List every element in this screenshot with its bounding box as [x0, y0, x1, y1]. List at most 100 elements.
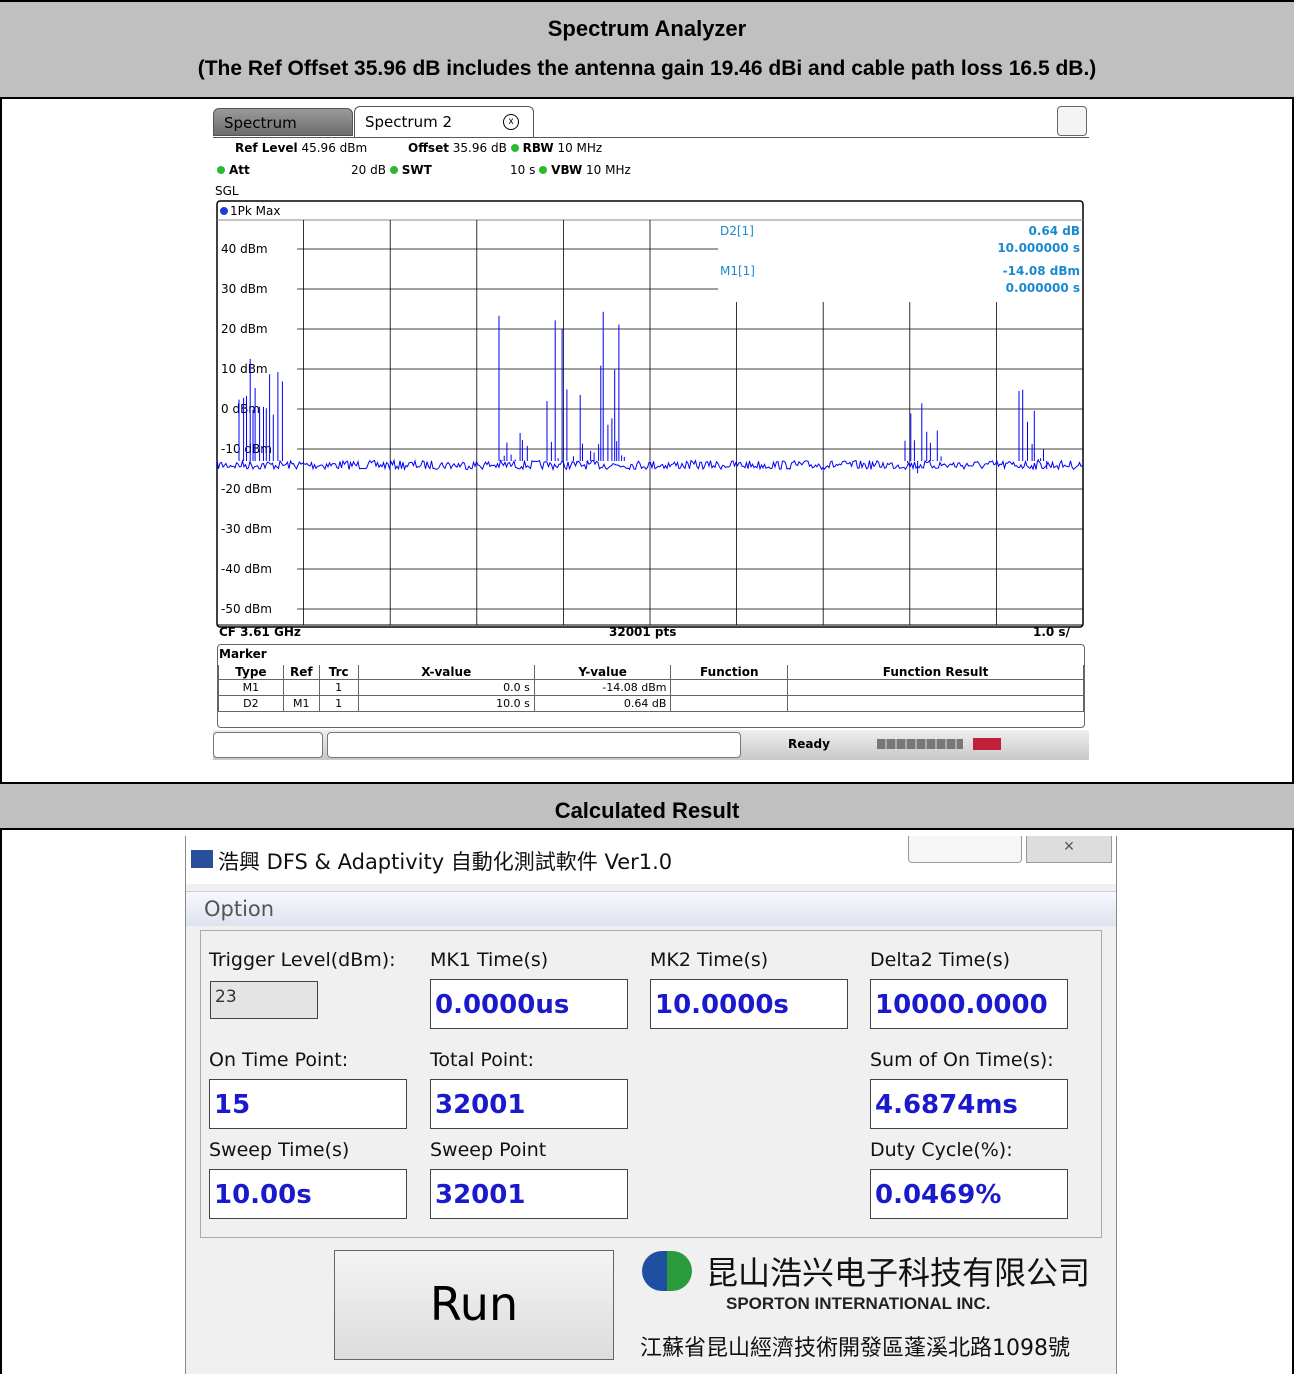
- field-value: 0.0469%: [870, 1169, 1068, 1219]
- field-value: 10.0000s: [650, 979, 848, 1029]
- status: Ready: [788, 737, 830, 751]
- company-en: SPORTON INTERNATIONAL INC.: [726, 1294, 991, 1313]
- cell: 1: [318, 679, 359, 696]
- column-header: Function Result: [787, 665, 1084, 680]
- field-value: 23: [210, 981, 318, 1019]
- sweep-points: 32001 pts: [609, 625, 677, 639]
- marker-row: D2 M1 1 10.0 s 0.64 dB: [218, 695, 1084, 712]
- readout-value: 0.64 dB: [1028, 224, 1080, 238]
- field-label: Trigger Level(dBm):: [209, 949, 396, 971]
- status-field: [213, 732, 323, 758]
- trace-spikes: [238, 311, 1048, 474]
- setting-value: 20 dB: [351, 163, 386, 177]
- cell: 10.0 s: [357, 695, 535, 712]
- setting-label: SWT: [401, 163, 432, 177]
- column-header: Ref: [282, 665, 320, 680]
- header-title: Spectrum Analyzer: [547, 16, 747, 41]
- window-buttons[interactable]: [908, 836, 1022, 863]
- center-frequency: CF 3.61 GHz: [219, 625, 301, 639]
- sweep-mode: SGL: [215, 184, 239, 198]
- field-value: 15: [209, 1079, 407, 1129]
- cell: [787, 695, 1084, 712]
- cell: M1: [218, 679, 284, 696]
- field-value: 10.00s: [209, 1169, 407, 1219]
- column-header: Function: [670, 665, 789, 680]
- setting-label: Offset: [408, 141, 449, 155]
- y-tick-label: 20 dBm: [221, 322, 268, 336]
- header-row: Type Ref Trc X-value Y-value Function Function…: [218, 665, 1084, 680]
- setting-label: RBW: [522, 141, 554, 155]
- cell: [282, 679, 320, 696]
- border: [0, 0, 2, 1374]
- setting-label: Att: [229, 163, 250, 177]
- column-header: Y-value: [533, 665, 672, 680]
- cell: [670, 695, 789, 712]
- setting-value: 10 s: [510, 163, 536, 177]
- column-header: Trc: [318, 665, 359, 680]
- column-header: Type: [218, 665, 284, 680]
- readout-time: 10.000000 s: [997, 241, 1080, 255]
- field-label: MK1 Time(s): [430, 949, 549, 971]
- cell: [787, 679, 1084, 696]
- app-window: 浩興 DFS & Adaptivity 自動化測試軟件 Ver1.0 × Opt…: [185, 836, 1117, 1374]
- spectrum-screen: Spectrum Spectrum 2 x Ref Level 45.96 dB…: [213, 104, 1089, 760]
- tab[interactable]: Spectrum: [213, 108, 353, 136]
- cell: [670, 679, 789, 696]
- setting-label: Ref Level: [235, 141, 298, 155]
- close-icon[interactable]: x: [503, 114, 519, 130]
- menu-option[interactable]: Option: [204, 897, 275, 921]
- status-field: [327, 732, 741, 758]
- field-label: Sum of On Time(s):: [870, 1049, 1054, 1071]
- header-band: [0, 0, 1294, 99]
- y-tick-label: 30 dBm: [221, 282, 268, 296]
- field-label: Delta2 Time(s): [870, 949, 1011, 971]
- indicator: [973, 738, 1001, 750]
- marker-row: M1 1 0.0 s -14.08 dBm: [218, 679, 1084, 696]
- field-value: 32001: [430, 1169, 628, 1219]
- setting-value: 45.96 dBm: [301, 141, 368, 155]
- field-value: 0.0000us: [430, 979, 628, 1029]
- cell: 0.0 s: [357, 679, 535, 696]
- header-note: (The Ref Offset 35.96 dB includes the an…: [197, 57, 1097, 80]
- field-value: 4.6874ms: [870, 1079, 1068, 1129]
- border: [1292, 0, 1294, 1374]
- cell: D2: [218, 695, 284, 712]
- cell: 0.64 dB: [533, 695, 672, 712]
- menu-bar: Option: [186, 891, 1116, 926]
- y-tick-label: 10 dBm: [221, 362, 268, 376]
- readout-name: D2[1]: [720, 224, 754, 238]
- result-band: [0, 782, 1294, 830]
- cell: 1: [318, 695, 359, 712]
- field-label: Total Point:: [430, 1049, 534, 1071]
- readout-time: 0.000000 s: [1006, 281, 1080, 295]
- setting-label: VBW: [551, 163, 583, 177]
- y-tick-label: -30 dBm: [221, 522, 272, 536]
- trace: [216, 458, 1083, 472]
- y-tick-label: -50 dBm: [221, 602, 272, 616]
- progress: [877, 739, 963, 749]
- column-header: X-value: [357, 665, 535, 680]
- group-box: [200, 930, 1102, 1238]
- app-title: 浩興 DFS & Adaptivity 自動化測試軟件 Ver1.0: [218, 850, 673, 874]
- field-value: 10000.0000: [870, 979, 1068, 1029]
- y-tick-label: -20 dBm: [221, 482, 272, 496]
- field-value: 32001: [430, 1079, 628, 1129]
- marker-panel: Marker Type Ref Trc X-value Y-value Function F…: [217, 644, 1085, 728]
- y-tick-label: 0 dBm: [221, 402, 260, 416]
- readout-value: -14.08 dBm: [1003, 264, 1080, 278]
- tab-line: [213, 137, 1089, 138]
- close-button[interactable]: ×: [1026, 836, 1112, 863]
- y-tick-label: -40 dBm: [221, 562, 272, 576]
- field-label: Duty Cycle(%):: [870, 1139, 1013, 1161]
- field-label: Sweep Time(s): [209, 1139, 350, 1161]
- logo: [642, 1251, 692, 1291]
- company: 昆山浩兴电子科技有限公司: [706, 1254, 1091, 1292]
- marker-title: Marker: [219, 647, 267, 661]
- field-label: On Time Point:: [209, 1049, 349, 1071]
- y-tick-label: 40 dBm: [221, 242, 268, 256]
- run-button[interactable]: Run: [334, 1250, 614, 1360]
- status-bar: Ready: [213, 730, 1089, 760]
- menu-icon[interactable]: [1057, 106, 1087, 136]
- result-title: Calculated Result: [554, 798, 740, 823]
